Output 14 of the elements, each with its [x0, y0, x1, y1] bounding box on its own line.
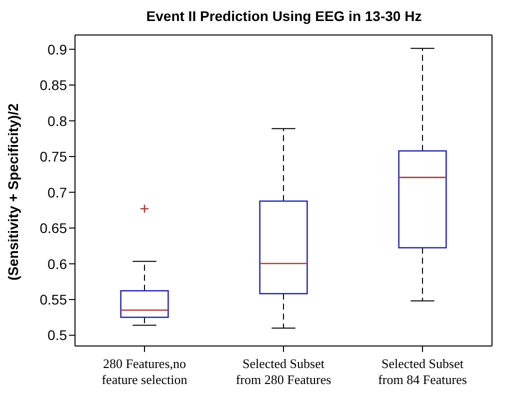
y-tick-label: 0.8 [48, 112, 68, 129]
y-tick-label: 0.6 [48, 256, 68, 272]
y-tick-label: 0.5 [48, 327, 68, 344]
chart-title: Event II Prediction Using EEG in 13-30 Hz [145, 8, 423, 24]
y-tick-label: 0.75 [40, 148, 68, 165]
y-tick-label: 0.9 [48, 41, 68, 58]
y-tick-label: 0.85 [40, 77, 68, 94]
y-axis-title: (Sensitivity + Specificity)/2 [4, 103, 21, 280]
y-tick-label: 0.65 [40, 220, 68, 236]
x-tick-label: Selected Subset from 84 Features [378, 356, 467, 387]
x-tick-label: Selected Subset from 280 Features [236, 356, 332, 387]
y-tick-label: 0.7 [48, 184, 68, 200]
y-tick-label: 0.55 [40, 292, 68, 308]
x-tick-label: 280 Features,no feature selection [102, 356, 188, 387]
